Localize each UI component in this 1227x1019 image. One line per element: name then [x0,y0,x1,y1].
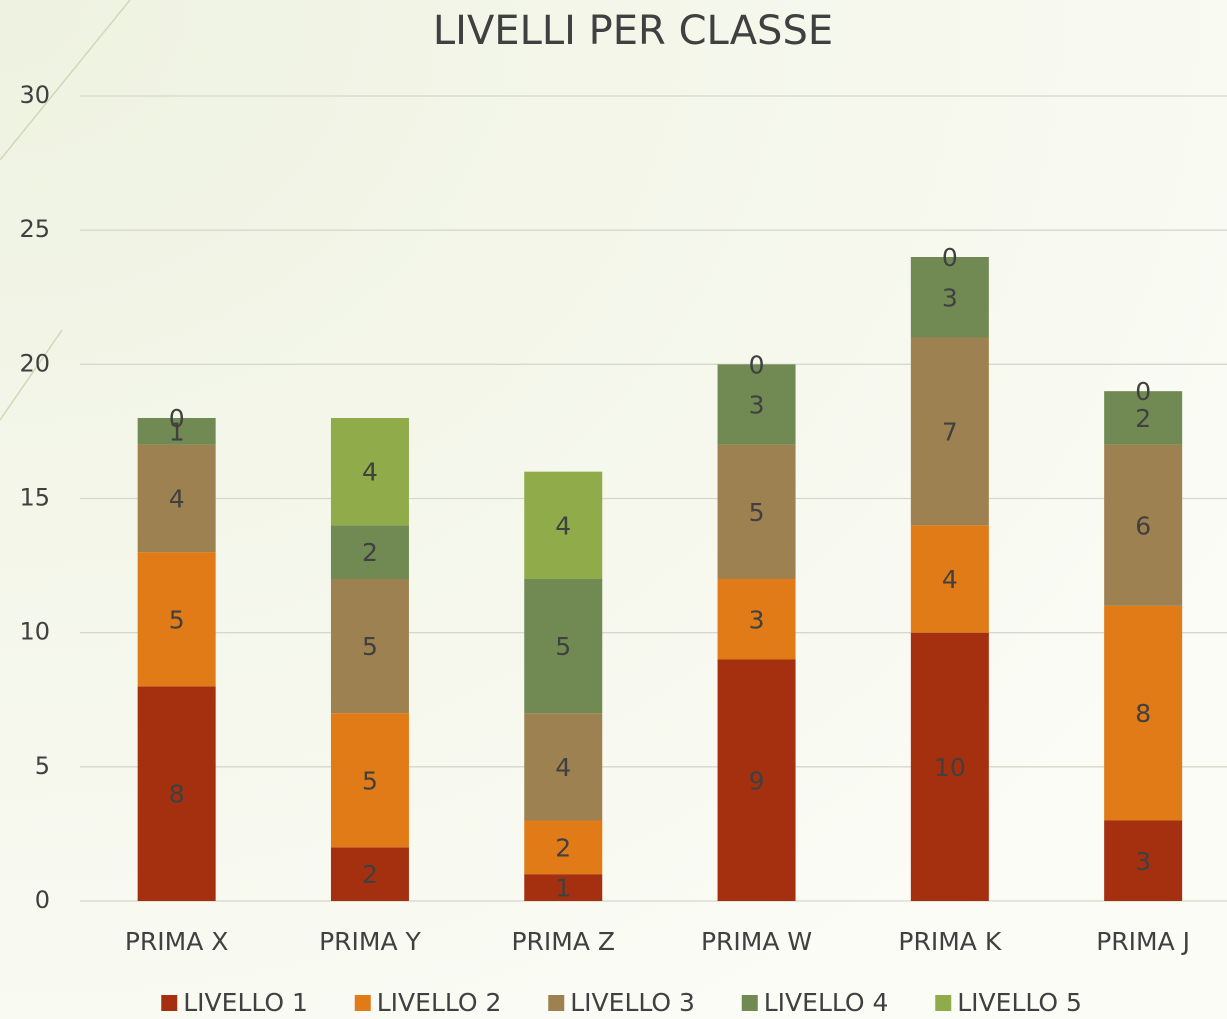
bar-segment [717,579,796,660]
data-label: 5 [362,766,378,795]
bar-segment [330,418,409,526]
data-label: 5 [555,632,571,661]
data-label: 7 [942,417,958,446]
data-label: 4 [942,565,958,594]
y-tick-label: 15 [19,484,50,512]
data-label: 5 [749,498,765,527]
bar-segment [1104,391,1183,445]
x-tick-label: PRIMA X [125,927,229,956]
data-label: 3 [749,391,765,420]
x-tick-label: PRIMA K [898,927,1001,956]
x-tick-label: PRIMA W [701,927,812,956]
legend-swatch [161,995,178,1011]
bar-segment [330,713,409,848]
bar-segment [1104,820,1183,901]
bar-segment [524,713,603,821]
legend-swatch [354,995,371,1011]
decoration [0,0,131,161]
data-label: 2 [1135,404,1151,433]
bar-segment [524,579,603,714]
data-label: 5 [169,605,185,634]
data-label: 3 [942,283,958,312]
decoration [0,329,63,421]
bar-segment [524,471,603,579]
data-label: 4 [169,485,185,514]
legend-swatch [935,995,952,1011]
legend-label: LIVELLO 5 [957,988,1082,1017]
data-label: 1 [169,417,185,446]
bars [137,257,1183,901]
bar-segment [717,444,796,579]
bar-segment [910,632,989,901]
bar-segment [524,874,603,901]
data-label: 9 [749,766,765,795]
data-label: 10 [934,753,966,782]
bar-segment [910,257,989,338]
legend-label: LIVELLO 4 [764,988,889,1017]
data-label: 4 [555,753,571,782]
bar-segment [1104,444,1183,606]
data-label: 4 [362,458,378,487]
bar-segment [330,579,409,714]
y-tick-label: 5 [35,752,50,780]
bar-segment [1104,605,1183,821]
legend-label: LIVELLO 3 [570,988,695,1017]
data-label: 3 [749,605,765,634]
data-label: 1 [555,874,571,903]
legend-label: LIVELLO 1 [183,988,308,1017]
data-label: 0 [1135,377,1151,406]
y-tick-label: 10 [19,618,50,646]
bar-segment [717,364,796,445]
bar-segment [137,552,216,687]
y-tick-label: 25 [19,215,50,243]
legend-swatch [548,995,565,1011]
data-label: 8 [1135,699,1151,728]
data-label: 2 [362,860,378,889]
y-tick-label: 30 [19,81,50,109]
data-label: 8 [169,780,185,809]
data-label: 2 [555,833,571,862]
data-label: 3 [1135,847,1151,876]
bar-segment [330,525,409,579]
data-label: 4 [555,511,571,540]
data-label: 2 [362,538,378,567]
x-tick-label: PRIMA Y [319,927,421,956]
data-label: 5 [362,632,378,661]
bar-segment [330,847,409,901]
x-tick-label: PRIMA Z [511,927,615,956]
y-tick-label: 0 [35,886,50,914]
data-label: 0 [169,404,185,433]
chart-title: LIVELLI PER CLASSE [433,8,833,54]
bar-segment [137,686,216,901]
bar-segment [910,525,989,633]
bar-segment [137,444,216,553]
bar-segment [717,659,796,901]
bar-segment [910,337,989,526]
data-label: 0 [749,350,765,379]
data-label: 0 [942,243,958,272]
bar-segment [137,418,216,445]
y-tick-label: 20 [19,349,50,377]
data-label: 6 [1135,511,1151,540]
legend-label: LIVELLO 2 [377,988,502,1017]
legend-swatch [741,995,758,1011]
bar-segment [524,820,603,875]
x-tick-label: PRIMA J [1096,927,1190,956]
